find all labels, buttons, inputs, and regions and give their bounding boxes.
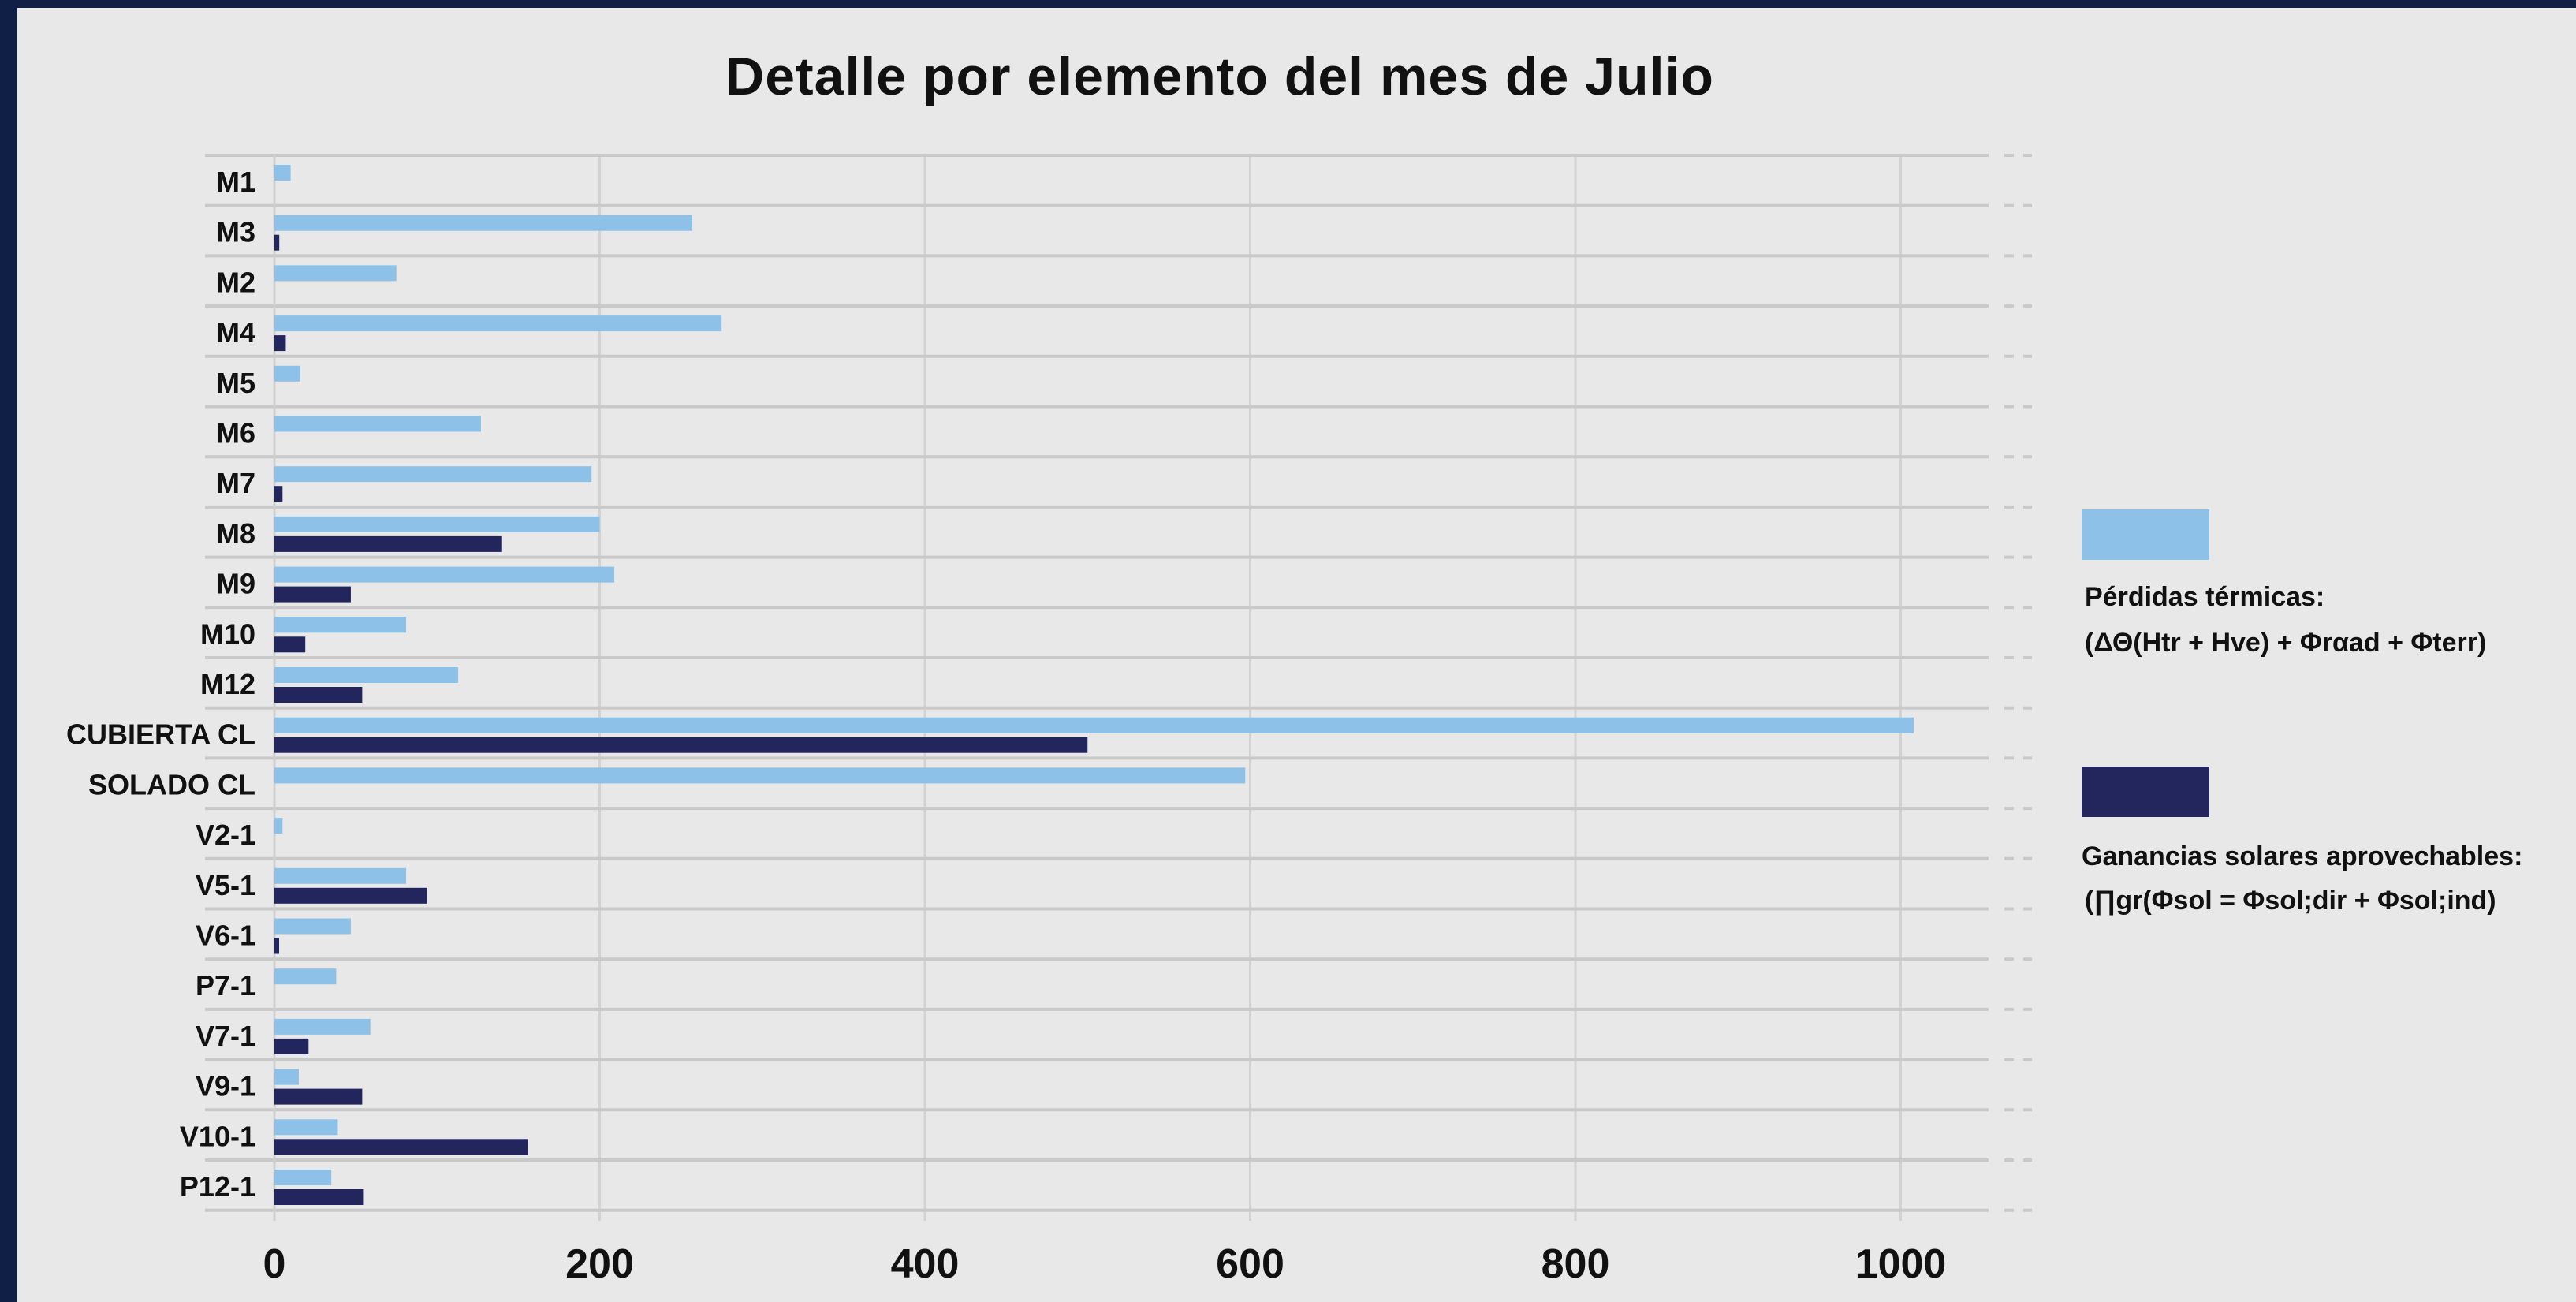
bar-ganancias-V10-1 <box>274 1139 528 1155</box>
x-tick-label: 400 <box>891 1241 960 1287</box>
y-tick-label: V6-1 <box>196 920 255 952</box>
x-tick-label: 1000 <box>1855 1241 1947 1287</box>
bar-perdidas-M9 <box>274 566 615 583</box>
y-tick-label: M9 <box>216 568 255 600</box>
y-tick-label: V10-1 <box>180 1120 255 1152</box>
bar-ganancias-V9-1 <box>274 1088 363 1105</box>
bar-perdidas-V2-1 <box>274 818 283 834</box>
bar-ganancias-V7-1 <box>274 1038 309 1054</box>
bar-perdidas-M7 <box>274 466 592 483</box>
bar-perdidas-P7-1 <box>274 968 337 985</box>
bar-perdidas-V5-1 <box>274 867 407 884</box>
bar-perdidas-M4 <box>274 315 722 332</box>
bar-perdidas-M5 <box>274 365 300 382</box>
bar-ganancias-V5-1 <box>274 887 427 904</box>
y-tick-label: V9-1 <box>196 1070 255 1102</box>
bar-perdidas-M1 <box>274 165 291 181</box>
bar-ganancias-CUBIERTA CL <box>274 737 1088 753</box>
bar-perdidas-CUBIERTA CL <box>274 717 1914 733</box>
bar-perdidas-V6-1 <box>274 918 351 935</box>
y-tick-label: V7-1 <box>196 1020 255 1052</box>
y-tick-label: M3 <box>216 216 255 248</box>
bar-chart: M1 M3 M2 M4 M5 M6 M7 M8 M9 M10 M12 CUBIERTA CL SOLAD… <box>66 154 2032 1287</box>
y-tick-label: P7-1 <box>196 969 255 1002</box>
y-tick-label: V5-1 <box>196 869 255 901</box>
legend-swatch-perdidas <box>2082 509 2209 560</box>
chart-frame: Detalle por elemento del mes de Julio M1… <box>17 8 2576 1302</box>
bar-ganancias-M4 <box>274 335 286 352</box>
x-tick-label: 600 <box>1216 1241 1284 1287</box>
bar-ganancias-V6-1 <box>274 938 279 954</box>
bar-perdidas-M6 <box>274 416 481 432</box>
legend-formula-perdidas: (ΔΘ(Htr + Hve) + Φrαad + Φterr) <box>2085 628 2487 658</box>
y-tick-label: M10 <box>200 617 255 650</box>
bar-ganancias-M10 <box>274 636 306 653</box>
y-tick-label: M2 <box>216 266 255 298</box>
y-tick-label: CUBIERTA CL <box>66 718 255 751</box>
bar-perdidas-M8 <box>274 516 600 532</box>
bar-ganancias-M7 <box>274 486 283 502</box>
bar-perdidas-M10 <box>274 617 407 633</box>
x-tick-label: 0 <box>263 1241 286 1287</box>
y-tick-label: SOLADO CL <box>88 768 255 800</box>
y-tick-label: M6 <box>216 417 255 450</box>
legend-formula-ganancias: (∏gr(Φsol = Φsol;dir + Φsol;ind) <box>2085 886 2496 916</box>
bar-perdidas-P12-1 <box>274 1170 332 1185</box>
legend-swatch-ganancias <box>2082 767 2209 817</box>
bar-perdidas-M3 <box>274 215 693 231</box>
bar-ganancias-P12-1 <box>274 1189 364 1205</box>
legend-label-ganancias: Ganancias solares aprovechables: <box>2082 841 2523 871</box>
bar-perdidas-M12 <box>274 667 459 683</box>
y-tick-label: M7 <box>216 467 255 499</box>
chart-title: Detalle por elemento del mes de Julio <box>725 47 1714 106</box>
y-tick-label: M5 <box>216 367 255 399</box>
bar-ganancias-M8 <box>274 535 502 552</box>
legend-label-perdidas: Pérdidas térmicas: <box>2085 582 2325 612</box>
y-tick-label: M8 <box>216 517 255 550</box>
y-tick-label: M1 <box>216 166 255 198</box>
x-tick-label: 800 <box>1541 1241 1610 1287</box>
bar-ganancias-M12 <box>274 687 363 703</box>
y-tick-label: P12-1 <box>180 1170 255 1203</box>
bar-perdidas-SOLADO CL <box>274 767 1246 784</box>
bar-ganancias-M9 <box>274 586 351 603</box>
bar-perdidas-M2 <box>274 265 397 282</box>
y-tick-label: M4 <box>216 316 255 349</box>
x-tick-label: 200 <box>565 1241 634 1287</box>
bar-perdidas-V7-1 <box>274 1018 371 1035</box>
bar-perdidas-V9-1 <box>274 1069 299 1085</box>
y-tick-label: V2-1 <box>196 819 255 851</box>
bar-perdidas-V10-1 <box>274 1119 338 1136</box>
bar-ganancias-M3 <box>274 234 280 251</box>
y-tick-label: M12 <box>200 668 255 700</box>
